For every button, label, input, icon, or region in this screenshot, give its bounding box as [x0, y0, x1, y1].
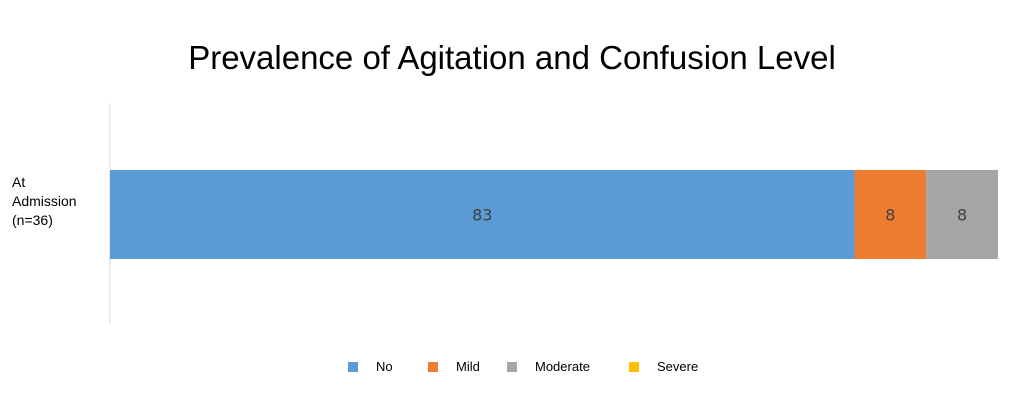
legend-swatch: [629, 362, 639, 372]
legend-item-no: No: [348, 357, 393, 377]
legend-swatch: [348, 362, 358, 372]
category-label-at-admission: At Admission (n=36): [12, 173, 102, 230]
bar-segment-no: [110, 170, 855, 259]
legend-label: No: [376, 359, 393, 374]
legend-item-mild: Mild: [428, 357, 480, 377]
legend-item-severe: Severe: [629, 357, 698, 377]
bars-group: 83 8 8: [110, 170, 998, 259]
legend-item-moderate: Moderate: [507, 357, 590, 377]
chart-title: Prevalence of Agitation and Confusion Le…: [188, 39, 836, 76]
legend-label: Severe: [657, 359, 699, 374]
category-label-line: Admission: [12, 193, 77, 209]
legend-swatch: [507, 362, 517, 372]
legend-label: Mild: [456, 359, 480, 374]
data-label-mild: 8: [885, 206, 895, 225]
legend-swatch: [428, 362, 438, 372]
category-label-line: (n=36): [12, 212, 53, 228]
legend-label: Moderate: [535, 359, 590, 374]
data-label-moderate: 8: [957, 206, 967, 225]
bar-segment-mild: [854, 170, 927, 259]
data-label-no: 83: [472, 206, 492, 225]
category-label-line: At: [12, 174, 26, 190]
legend: No Mild Moderate Severe: [0, 357, 1024, 377]
bar-segment-moderate: [926, 170, 998, 259]
